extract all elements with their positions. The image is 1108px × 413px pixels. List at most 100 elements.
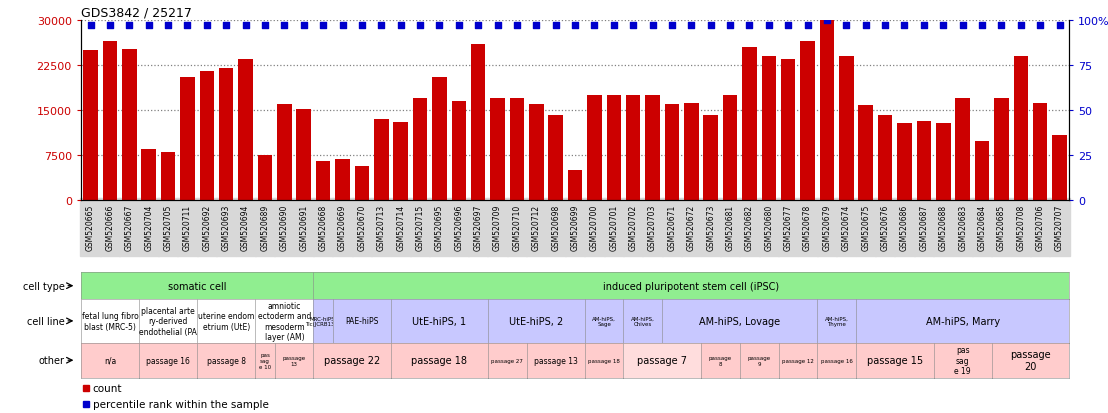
Text: passage 22: passage 22 — [324, 355, 380, 366]
Text: passage 27: passage 27 — [491, 358, 523, 363]
Bar — [897, 123, 912, 200]
Point — [256, 23, 274, 29]
Point — [411, 23, 429, 29]
Text: cell line: cell line — [27, 316, 64, 326]
Bar — [142, 150, 156, 200]
Bar — [975, 142, 989, 200]
Bar — [820, 21, 834, 200]
Point — [353, 23, 371, 29]
Text: AM-hiPS,
Sage: AM-hiPS, Sage — [592, 316, 616, 327]
Text: passage
13: passage 13 — [283, 355, 306, 366]
Point — [740, 23, 758, 29]
Point — [547, 23, 565, 29]
Text: passage 13: passage 13 — [534, 356, 577, 365]
Text: passage 16: passage 16 — [146, 356, 191, 365]
Bar — [413, 98, 428, 200]
Bar — [781, 59, 796, 200]
Bar — [393, 122, 408, 200]
Bar — [471, 45, 485, 200]
Point — [760, 23, 778, 29]
Point — [993, 23, 1010, 29]
Bar — [336, 159, 350, 200]
Point — [954, 23, 972, 29]
Point — [566, 23, 584, 29]
Bar — [587, 95, 602, 200]
Text: pas
sag
e 10: pas sag e 10 — [259, 352, 271, 369]
Point — [1050, 23, 1068, 29]
Bar — [199, 71, 214, 200]
Point — [663, 23, 680, 29]
Point — [121, 23, 138, 29]
Bar — [684, 103, 698, 200]
Bar — [1053, 135, 1067, 200]
Bar — [316, 161, 330, 200]
Text: AM-hiPS,
Thyme: AM-hiPS, Thyme — [824, 316, 849, 327]
Point — [624, 23, 642, 29]
Bar — [277, 104, 291, 200]
Text: pas
sag
e 19: pas sag e 19 — [954, 346, 971, 375]
Point — [799, 23, 817, 29]
Bar — [916, 121, 931, 200]
Point — [1012, 23, 1029, 29]
Point — [934, 23, 952, 29]
Text: cell type: cell type — [22, 281, 64, 291]
Bar — [626, 95, 640, 200]
Point — [315, 23, 332, 29]
Text: fetal lung fibro
blast (MRC-5): fetal lung fibro blast (MRC-5) — [82, 311, 138, 331]
Point — [198, 23, 216, 29]
Bar — [375, 119, 389, 200]
Point — [701, 23, 719, 29]
Text: other: other — [39, 355, 64, 366]
Bar — [800, 42, 814, 200]
Text: percentile rank within the sample: percentile rank within the sample — [93, 399, 268, 409]
Bar — [955, 98, 970, 200]
Bar — [432, 78, 447, 200]
Text: passage 15: passage 15 — [866, 355, 923, 366]
Point — [818, 17, 835, 24]
Bar — [529, 104, 544, 200]
Text: UtE-hiPS, 1: UtE-hiPS, 1 — [412, 316, 466, 326]
Point — [779, 23, 797, 29]
Bar — [510, 98, 524, 200]
Point — [101, 23, 119, 29]
Text: passage
9: passage 9 — [748, 355, 771, 366]
Point — [295, 23, 312, 29]
Point — [431, 23, 449, 29]
Bar — [258, 155, 273, 200]
Point — [470, 23, 488, 29]
Bar — [1033, 103, 1047, 200]
Point — [178, 23, 196, 29]
Point — [334, 23, 351, 29]
Bar — [122, 50, 136, 200]
Text: passage
20: passage 20 — [1010, 349, 1050, 371]
Text: passage 18: passage 18 — [588, 358, 620, 363]
Point — [276, 23, 294, 29]
Point — [217, 23, 235, 29]
Text: passage 18: passage 18 — [411, 355, 468, 366]
Point — [644, 23, 661, 29]
Text: induced pluripotent stem cell (iPSC): induced pluripotent stem cell (iPSC) — [603, 281, 779, 291]
Text: passage 7: passage 7 — [637, 355, 687, 366]
Bar — [103, 42, 117, 200]
Bar — [548, 115, 563, 200]
Point — [915, 23, 933, 29]
Text: uterine endom
etrium (UtE): uterine endom etrium (UtE) — [198, 311, 255, 331]
Bar — [761, 57, 776, 200]
Bar — [452, 102, 466, 200]
Text: AM-hiPS, Lovage: AM-hiPS, Lovage — [699, 316, 780, 326]
Bar — [490, 98, 505, 200]
Point — [527, 23, 545, 29]
Bar — [181, 78, 195, 200]
Point — [721, 23, 739, 29]
Bar — [994, 98, 1008, 200]
Point — [585, 23, 603, 29]
Point — [509, 23, 526, 29]
Point — [973, 23, 991, 29]
Point — [895, 23, 913, 29]
Point — [82, 23, 100, 29]
Bar — [1014, 57, 1028, 200]
Bar — [355, 166, 369, 200]
Point — [876, 23, 894, 29]
Text: amniotic
ectoderm and
mesoderm
layer (AM): amniotic ectoderm and mesoderm layer (AM… — [258, 301, 311, 341]
Bar — [567, 170, 583, 200]
